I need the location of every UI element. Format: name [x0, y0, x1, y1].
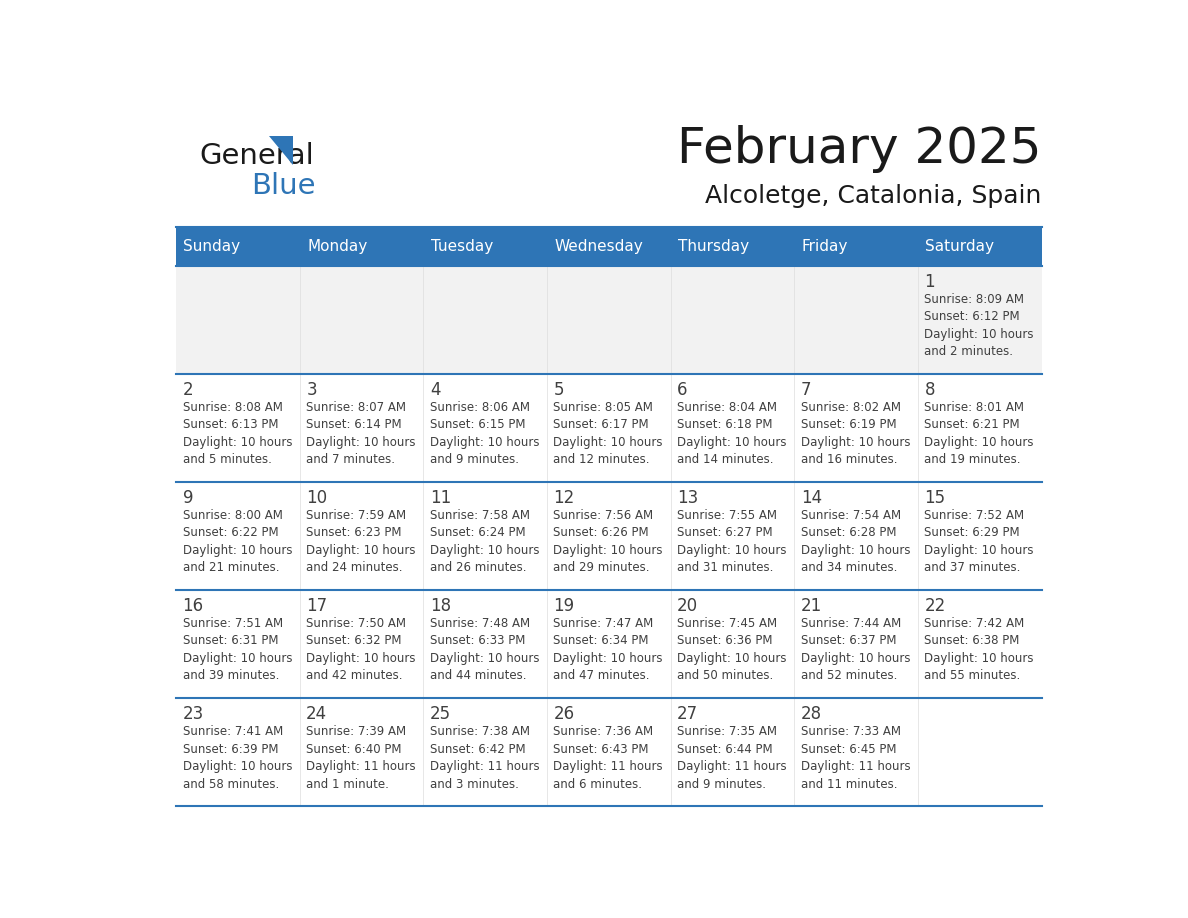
Text: Sunday: Sunday	[183, 239, 241, 253]
Text: General: General	[200, 142, 314, 170]
Text: 23: 23	[183, 705, 204, 723]
Text: 28: 28	[801, 705, 822, 723]
Text: Sunrise: 7:48 AM
Sunset: 6:33 PM
Daylight: 10 hours
and 44 minutes.: Sunrise: 7:48 AM Sunset: 6:33 PM Dayligh…	[430, 617, 539, 682]
Bar	[176, 374, 1042, 482]
Text: 1: 1	[924, 273, 935, 291]
Text: 8: 8	[924, 381, 935, 399]
Text: Sunrise: 7:38 AM
Sunset: 6:42 PM
Daylight: 11 hours
and 3 minutes.: Sunrise: 7:38 AM Sunset: 6:42 PM Dayligh…	[430, 725, 539, 790]
Text: Sunrise: 7:55 AM
Sunset: 6:27 PM
Daylight: 10 hours
and 31 minutes.: Sunrise: 7:55 AM Sunset: 6:27 PM Dayligh…	[677, 509, 786, 575]
Text: 20: 20	[677, 598, 699, 615]
Text: 25: 25	[430, 705, 451, 723]
Text: Tuesday: Tuesday	[431, 239, 493, 253]
Text: 9: 9	[183, 489, 194, 507]
Text: 7: 7	[801, 381, 811, 399]
Text: Thursday: Thursday	[678, 239, 750, 253]
Text: 22: 22	[924, 598, 946, 615]
Text: 24: 24	[307, 705, 328, 723]
Text: Alcoletge, Catalonia, Spain: Alcoletge, Catalonia, Spain	[706, 185, 1042, 208]
Text: Sunrise: 8:06 AM
Sunset: 6:15 PM
Daylight: 10 hours
and 9 minutes.: Sunrise: 8:06 AM Sunset: 6:15 PM Dayligh…	[430, 400, 539, 466]
Text: Sunrise: 7:42 AM
Sunset: 6:38 PM
Daylight: 10 hours
and 55 minutes.: Sunrise: 7:42 AM Sunset: 6:38 PM Dayligh…	[924, 617, 1034, 682]
Text: 16: 16	[183, 598, 203, 615]
Bar	[176, 265, 1042, 374]
Text: Sunrise: 8:01 AM
Sunset: 6:21 PM
Daylight: 10 hours
and 19 minutes.: Sunrise: 8:01 AM Sunset: 6:21 PM Dayligh…	[924, 400, 1034, 466]
Text: 13: 13	[677, 489, 699, 507]
Text: Sunrise: 8:07 AM
Sunset: 6:14 PM
Daylight: 10 hours
and 7 minutes.: Sunrise: 8:07 AM Sunset: 6:14 PM Dayligh…	[307, 400, 416, 466]
Text: 12: 12	[554, 489, 575, 507]
Bar	[176, 227, 1042, 265]
Text: Sunrise: 7:33 AM
Sunset: 6:45 PM
Daylight: 11 hours
and 11 minutes.: Sunrise: 7:33 AM Sunset: 6:45 PM Dayligh…	[801, 725, 910, 790]
Text: 5: 5	[554, 381, 564, 399]
Text: Sunrise: 8:02 AM
Sunset: 6:19 PM
Daylight: 10 hours
and 16 minutes.: Sunrise: 8:02 AM Sunset: 6:19 PM Dayligh…	[801, 400, 910, 466]
Text: February 2025: February 2025	[677, 125, 1042, 173]
Text: Wednesday: Wednesday	[555, 239, 643, 253]
Text: 3: 3	[307, 381, 317, 399]
Text: 15: 15	[924, 489, 946, 507]
Bar	[176, 699, 1042, 806]
Text: 4: 4	[430, 381, 441, 399]
Text: 6: 6	[677, 381, 688, 399]
Text: Sunrise: 7:36 AM
Sunset: 6:43 PM
Daylight: 11 hours
and 6 minutes.: Sunrise: 7:36 AM Sunset: 6:43 PM Dayligh…	[554, 725, 663, 790]
Text: Sunrise: 7:56 AM
Sunset: 6:26 PM
Daylight: 10 hours
and 29 minutes.: Sunrise: 7:56 AM Sunset: 6:26 PM Dayligh…	[554, 509, 663, 575]
Polygon shape	[270, 136, 293, 164]
Text: Sunrise: 7:41 AM
Sunset: 6:39 PM
Daylight: 10 hours
and 58 minutes.: Sunrise: 7:41 AM Sunset: 6:39 PM Dayligh…	[183, 725, 292, 790]
Text: Monday: Monday	[308, 239, 367, 253]
Text: Saturday: Saturday	[925, 239, 994, 253]
Text: Sunrise: 7:54 AM
Sunset: 6:28 PM
Daylight: 10 hours
and 34 minutes.: Sunrise: 7:54 AM Sunset: 6:28 PM Dayligh…	[801, 509, 910, 575]
Text: Sunrise: 8:08 AM
Sunset: 6:13 PM
Daylight: 10 hours
and 5 minutes.: Sunrise: 8:08 AM Sunset: 6:13 PM Dayligh…	[183, 400, 292, 466]
Text: 17: 17	[307, 598, 328, 615]
Text: Sunrise: 8:04 AM
Sunset: 6:18 PM
Daylight: 10 hours
and 14 minutes.: Sunrise: 8:04 AM Sunset: 6:18 PM Dayligh…	[677, 400, 786, 466]
Text: Sunrise: 8:05 AM
Sunset: 6:17 PM
Daylight: 10 hours
and 12 minutes.: Sunrise: 8:05 AM Sunset: 6:17 PM Dayligh…	[554, 400, 663, 466]
Text: Sunrise: 7:35 AM
Sunset: 6:44 PM
Daylight: 11 hours
and 9 minutes.: Sunrise: 7:35 AM Sunset: 6:44 PM Dayligh…	[677, 725, 786, 790]
Text: 14: 14	[801, 489, 822, 507]
Text: Sunrise: 7:39 AM
Sunset: 6:40 PM
Daylight: 11 hours
and 1 minute.: Sunrise: 7:39 AM Sunset: 6:40 PM Dayligh…	[307, 725, 416, 790]
Bar	[176, 590, 1042, 699]
Bar	[176, 482, 1042, 590]
Text: Sunrise: 7:51 AM
Sunset: 6:31 PM
Daylight: 10 hours
and 39 minutes.: Sunrise: 7:51 AM Sunset: 6:31 PM Dayligh…	[183, 617, 292, 682]
Text: Friday: Friday	[802, 239, 848, 253]
Text: Sunrise: 7:44 AM
Sunset: 6:37 PM
Daylight: 10 hours
and 52 minutes.: Sunrise: 7:44 AM Sunset: 6:37 PM Dayligh…	[801, 617, 910, 682]
Text: Blue: Blue	[252, 172, 316, 200]
Text: Sunrise: 8:09 AM
Sunset: 6:12 PM
Daylight: 10 hours
and 2 minutes.: Sunrise: 8:09 AM Sunset: 6:12 PM Dayligh…	[924, 293, 1034, 358]
Text: Sunrise: 8:00 AM
Sunset: 6:22 PM
Daylight: 10 hours
and 21 minutes.: Sunrise: 8:00 AM Sunset: 6:22 PM Dayligh…	[183, 509, 292, 575]
Text: 27: 27	[677, 705, 699, 723]
Text: 21: 21	[801, 598, 822, 615]
Text: Sunrise: 7:52 AM
Sunset: 6:29 PM
Daylight: 10 hours
and 37 minutes.: Sunrise: 7:52 AM Sunset: 6:29 PM Dayligh…	[924, 509, 1034, 575]
Text: 10: 10	[307, 489, 328, 507]
Text: 11: 11	[430, 489, 451, 507]
Text: 18: 18	[430, 598, 451, 615]
Text: Sunrise: 7:50 AM
Sunset: 6:32 PM
Daylight: 10 hours
and 42 minutes.: Sunrise: 7:50 AM Sunset: 6:32 PM Dayligh…	[307, 617, 416, 682]
Text: 26: 26	[554, 705, 575, 723]
Text: 19: 19	[554, 598, 575, 615]
Text: Sunrise: 7:59 AM
Sunset: 6:23 PM
Daylight: 10 hours
and 24 minutes.: Sunrise: 7:59 AM Sunset: 6:23 PM Dayligh…	[307, 509, 416, 575]
Text: Sunrise: 7:47 AM
Sunset: 6:34 PM
Daylight: 10 hours
and 47 minutes.: Sunrise: 7:47 AM Sunset: 6:34 PM Dayligh…	[554, 617, 663, 682]
Text: 2: 2	[183, 381, 194, 399]
Text: Sunrise: 7:45 AM
Sunset: 6:36 PM
Daylight: 10 hours
and 50 minutes.: Sunrise: 7:45 AM Sunset: 6:36 PM Dayligh…	[677, 617, 786, 682]
Text: Sunrise: 7:58 AM
Sunset: 6:24 PM
Daylight: 10 hours
and 26 minutes.: Sunrise: 7:58 AM Sunset: 6:24 PM Dayligh…	[430, 509, 539, 575]
